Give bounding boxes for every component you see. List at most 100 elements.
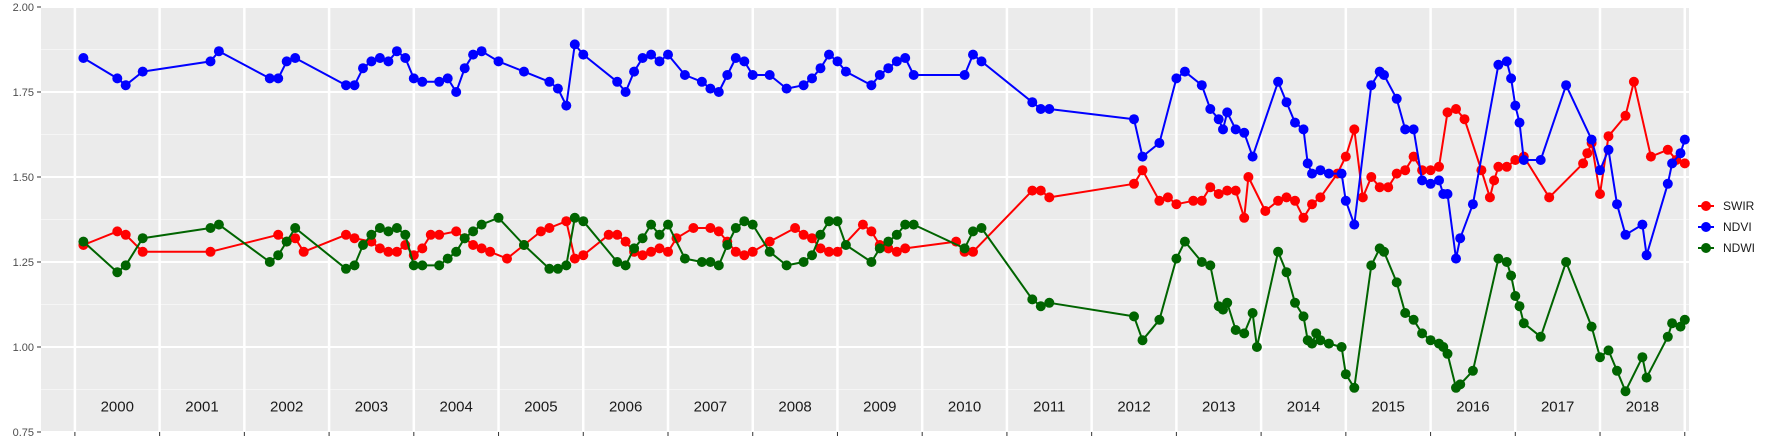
data-point-swir	[891, 246, 902, 257]
data-point-ndvi	[519, 66, 529, 77]
data-point-ndwi	[1506, 270, 1517, 281]
data-point-ndwi	[1247, 308, 1258, 318]
data-point-swir	[857, 219, 868, 230]
legend-item-ndwi: NDWI	[1697, 239, 1755, 257]
data-point-ndwi	[705, 257, 716, 267]
data-point-swir	[1154, 195, 1165, 206]
year-label: 2005	[524, 399, 557, 416]
data-point-swir	[569, 253, 580, 264]
year-label: 2006	[609, 399, 642, 416]
data-point-ndwi	[1315, 335, 1326, 346]
data-point-ndvi	[807, 73, 817, 84]
data-point-swir	[1501, 161, 1512, 172]
data-point-ndwi	[620, 260, 631, 271]
data-point-swir	[544, 223, 555, 233]
data-point-swir	[1434, 161, 1444, 172]
data-point-ndwi	[1408, 314, 1419, 325]
y-tick-label: 2.00	[13, 2, 34, 14]
data-point-ndwi	[544, 263, 555, 274]
data-point-swir	[1205, 182, 1216, 193]
data-point-swir	[451, 226, 462, 237]
data-point-ndwi	[798, 257, 809, 267]
data-point-ndwi	[1391, 277, 1402, 288]
data-point-ndwi	[349, 260, 360, 271]
year-label: 2016	[1456, 399, 1489, 416]
data-point-swir	[1493, 161, 1504, 172]
data-point-ndvi	[1417, 175, 1428, 186]
data-point-ndwi	[78, 236, 89, 247]
data-point-swir	[349, 233, 360, 244]
data-point-ndwi	[434, 260, 445, 271]
data-point-ndwi	[883, 236, 894, 247]
data-point-swir	[1260, 206, 1271, 216]
data-point-ndvi	[696, 76, 707, 87]
data-point-ndvi	[290, 53, 301, 63]
data-point-ndwi	[654, 229, 665, 240]
data-point-ndwi	[637, 233, 648, 244]
data-point-ndwi	[112, 267, 123, 278]
data-point-ndwi	[959, 243, 970, 254]
data-point-ndwi	[1667, 318, 1678, 329]
data-point-ndvi	[874, 70, 885, 80]
data-point-swir	[374, 243, 385, 254]
data-point-swir	[1315, 192, 1326, 203]
data-point-ndvi	[1154, 138, 1165, 148]
data-point-swir	[120, 229, 131, 240]
data-point-ndwi	[1251, 342, 1262, 352]
data-point-ndvi	[654, 56, 665, 67]
data-point-ndwi	[891, 229, 902, 240]
data-point-ndvi	[959, 70, 970, 80]
data-point-ndvi	[824, 49, 834, 60]
data-point-ndvi	[281, 56, 292, 67]
data-point-swir	[298, 246, 309, 257]
data-point-swir	[1510, 155, 1521, 165]
data-point-ndwi	[519, 240, 529, 250]
data-point-ndwi	[1239, 328, 1250, 339]
data-point-ndvi	[1196, 80, 1207, 91]
data-point-ndwi	[1307, 338, 1317, 349]
data-point-ndvi	[213, 46, 224, 57]
data-point-ndwi	[374, 223, 385, 233]
data-point-ndvi	[679, 70, 690, 80]
data-point-swir	[730, 246, 741, 257]
legend-label: NDVI	[1723, 220, 1752, 234]
data-point-ndwi	[696, 257, 707, 267]
data-point-swir	[1484, 192, 1495, 203]
data-point-ndvi	[578, 49, 589, 60]
data-point-swir	[1035, 185, 1046, 196]
data-point-swir	[1162, 192, 1173, 203]
data-point-ndvi	[1467, 199, 1478, 210]
data-point-ndvi	[341, 80, 351, 91]
y-tick-label: 1.25	[13, 257, 34, 269]
data-point-ndwi	[1298, 311, 1309, 322]
data-point-swir	[1442, 107, 1453, 118]
data-point-ndvi	[349, 80, 360, 91]
data-point-ndvi	[1514, 117, 1525, 128]
data-point-swir	[1243, 172, 1254, 182]
data-point-ndwi	[1637, 352, 1648, 363]
data-point-ndwi	[264, 257, 275, 267]
data-point-ndvi	[1510, 100, 1521, 111]
data-point-ndvi	[908, 70, 919, 80]
data-point-ndwi	[137, 233, 148, 244]
year-label: 2017	[1541, 399, 1574, 416]
data-point-ndwi	[468, 226, 479, 237]
data-point-ndvi	[1213, 114, 1224, 125]
data-point-ndvi	[1336, 168, 1347, 179]
data-point-ndwi	[1349, 382, 1360, 393]
data-point-ndwi	[1455, 379, 1466, 390]
data-point-ndvi	[358, 63, 368, 74]
data-point-swir	[1582, 148, 1593, 159]
data-point-ndwi	[120, 260, 131, 271]
data-point-ndvi	[739, 56, 750, 67]
data-point-ndwi	[722, 240, 733, 250]
data-point-ndwi	[493, 212, 504, 223]
data-point-ndwi	[1323, 338, 1334, 349]
data-point-ndvi	[1451, 253, 1461, 264]
data-point-ndvi	[976, 56, 987, 67]
data-point-ndvi	[1281, 97, 1292, 108]
data-point-swir	[1027, 185, 1038, 196]
data-point-ndwi	[663, 219, 673, 230]
data-point-ndvi	[120, 80, 131, 91]
data-point-ndvi	[1179, 66, 1190, 77]
